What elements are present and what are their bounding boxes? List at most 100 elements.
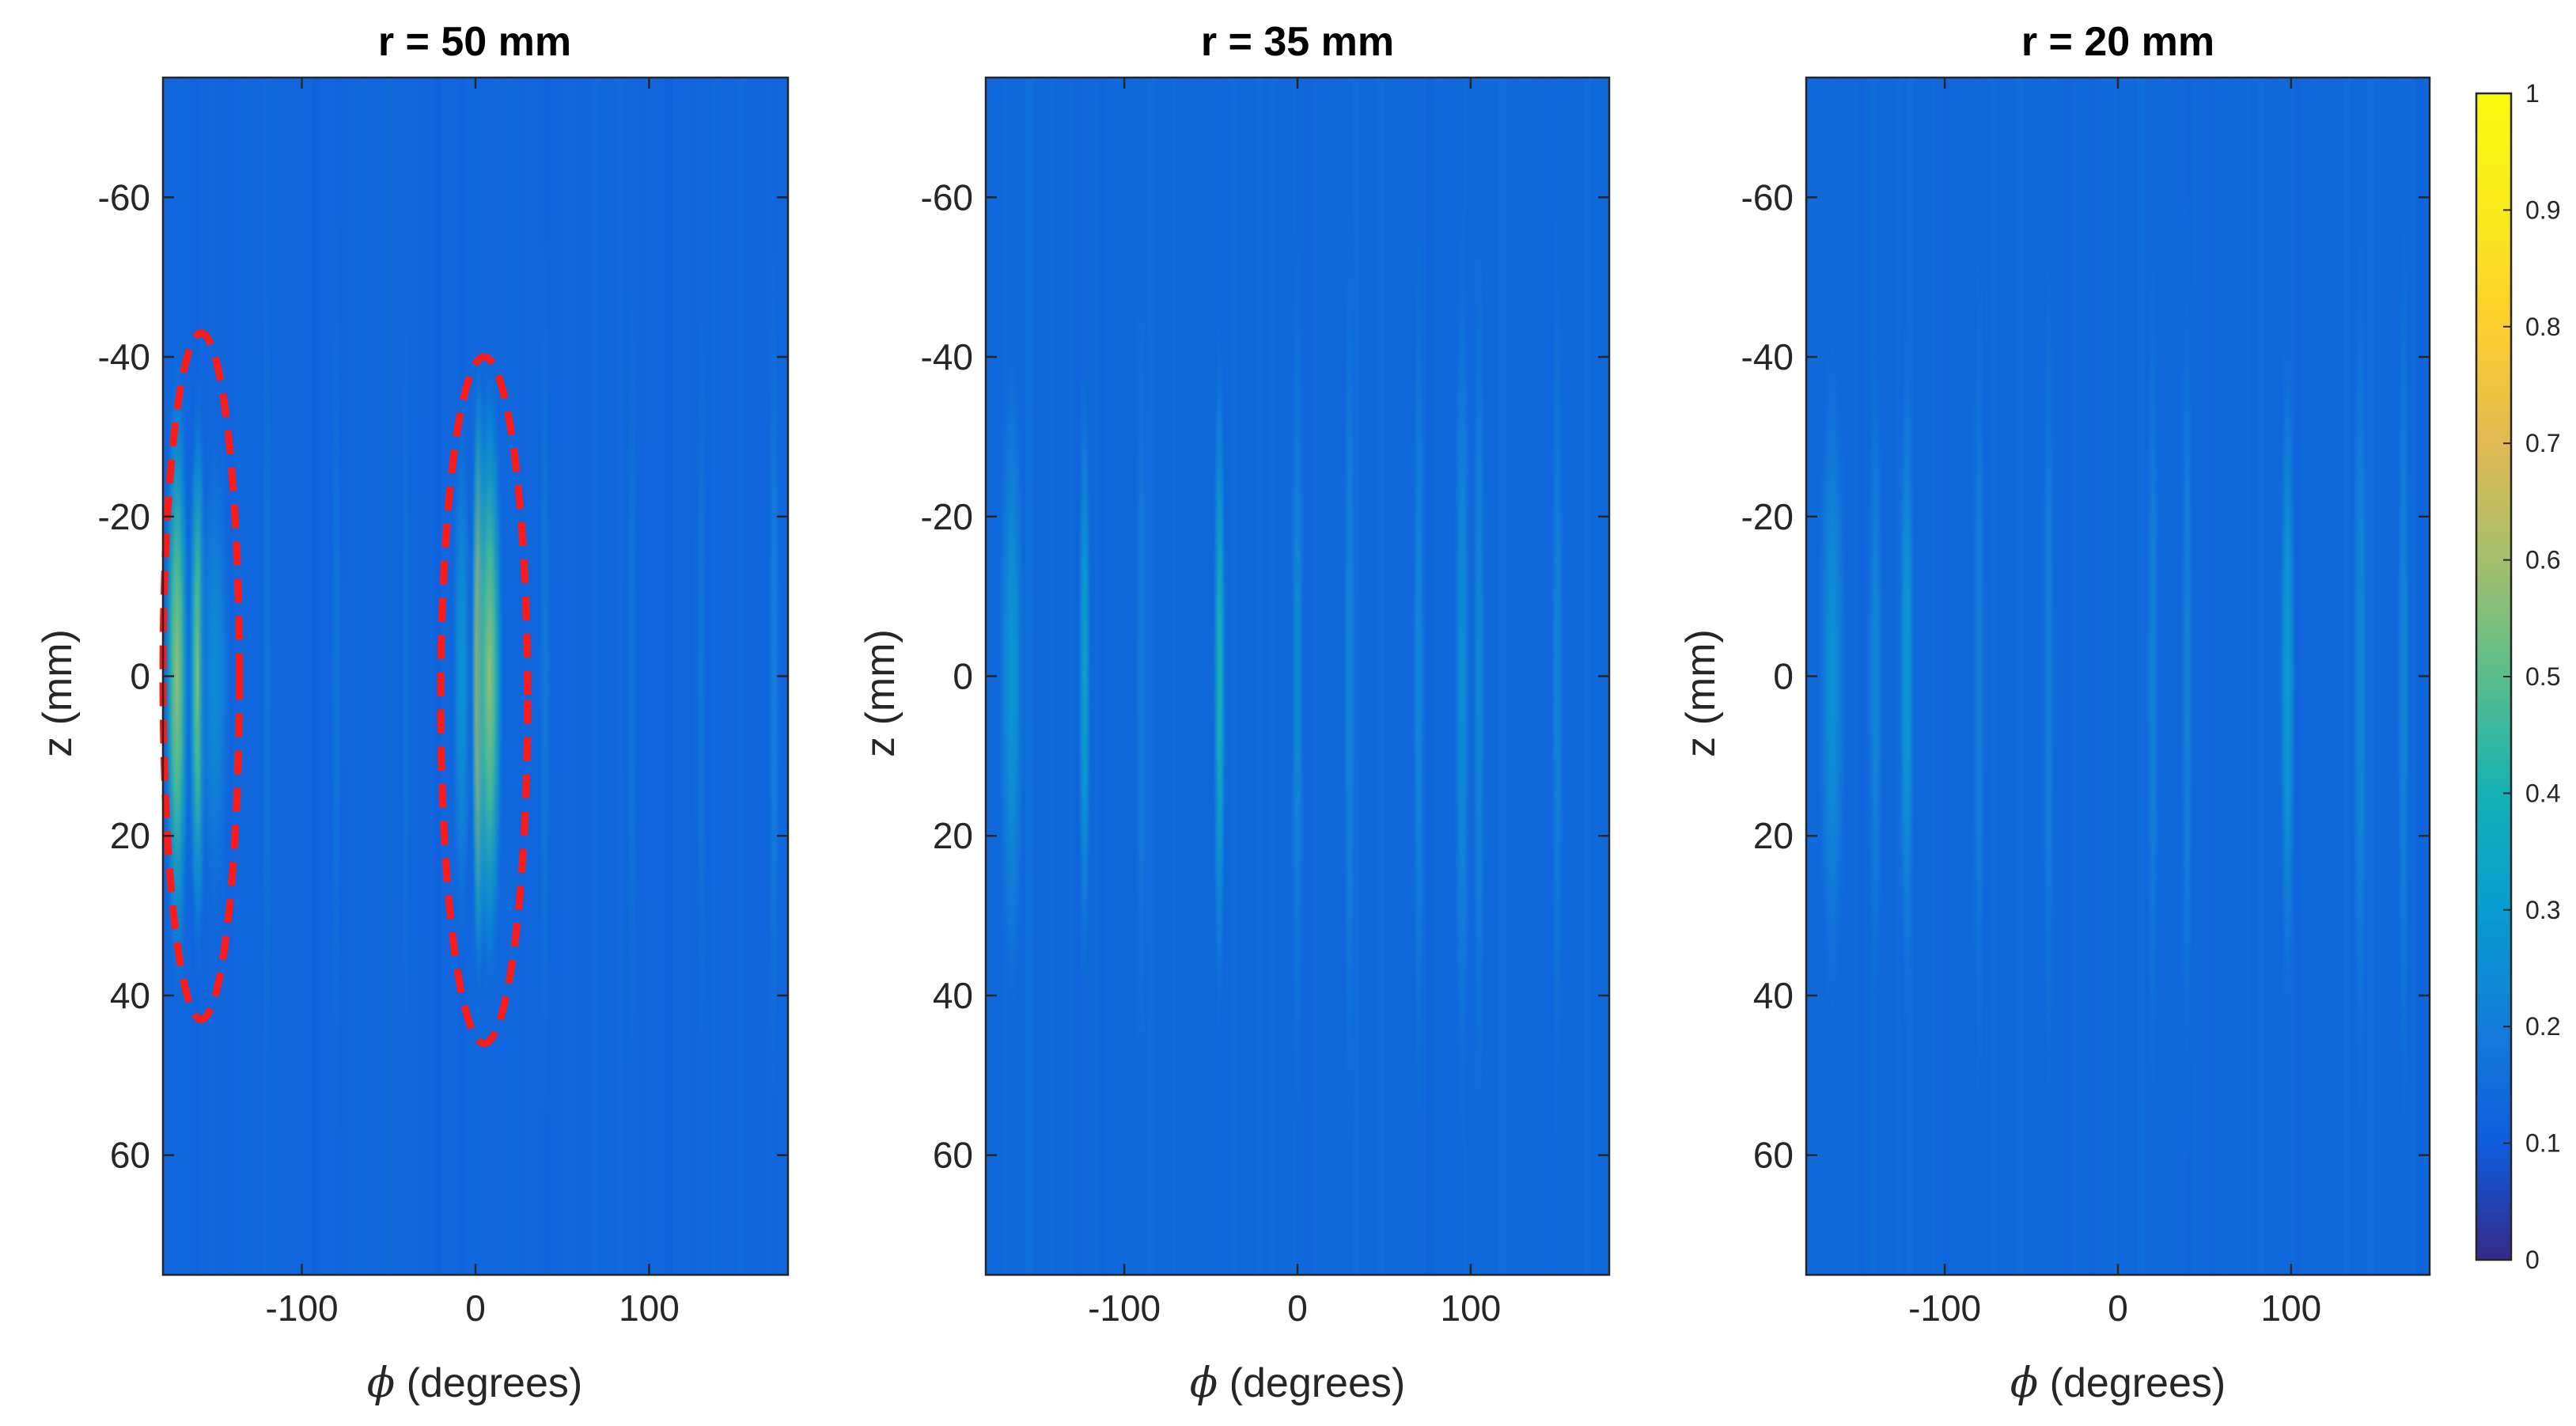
heatmap-texture-streak: [762, 78, 767, 1275]
x-axis-label: ϕ (degrees): [1190, 1360, 1405, 1407]
heatmap-texture-streak: [519, 78, 525, 1275]
heatmap-texture-streak: [1510, 78, 1516, 1275]
y-tick-label: 20: [1753, 815, 1794, 856]
heatmap-texture-streak: [445, 78, 450, 1275]
heatmap-stripe: [767, 173, 782, 1179]
colorbar: 0 0.1 0.2 0.3 0.4 0.5 0.6 0.7 0.8 0.9 1: [2475, 79, 2560, 1274]
heatmap-texture-streak: [2306, 78, 2312, 1275]
heatmap-texture-streak: [2392, 78, 2396, 1275]
heatmap-stripe: [329, 173, 344, 1179]
heatmap-texture-streak: [1426, 78, 1434, 1275]
y-tick-label: 60: [1753, 1135, 1794, 1176]
heatmap-texture-streak: [1232, 78, 1238, 1275]
heatmap-texture-streak: [676, 78, 680, 1275]
heatmap-texture-streak: [1919, 78, 1923, 1275]
heatmap-stripe: [1290, 173, 1305, 1179]
heatmap-texture-streak: [1207, 78, 1212, 1275]
y-tick-label: 60: [933, 1135, 973, 1176]
heatmap-texture-streak: [1244, 78, 1248, 1275]
heatmap-texture-streak: [300, 78, 305, 1275]
y-tick-label: -40: [921, 336, 973, 377]
heatmap-stripe: [2279, 298, 2297, 1054]
heatmap-stripe: [2396, 173, 2411, 1179]
heatmap-texture-streak: [1894, 78, 1901, 1275]
y-tick-label: -20: [98, 496, 150, 537]
heatmap-texture-streak: [397, 78, 402, 1275]
heatmap-stripe: [1550, 173, 1565, 1179]
heatmap-texture-streak: [2003, 78, 2008, 1275]
heatmap-texture-streak: [1256, 78, 1263, 1275]
y-tick-label: 40: [933, 975, 973, 1016]
heatmap-texture-streak: [1280, 78, 1285, 1275]
heatmap-area: [159, 76, 790, 1276]
heatmap-texture-streak: [1522, 78, 1527, 1275]
heatmap-stripe: [2351, 173, 2370, 1179]
heatmap-texture-streak: [2173, 78, 2179, 1275]
heatmap-texture-streak: [2197, 78, 2201, 1275]
heatmap-texture-streak: [1037, 78, 1042, 1275]
heatmap-stripe: [1212, 298, 1227, 1054]
x-axis-label-text: (degrees): [2038, 1360, 2226, 1406]
y-tick-label: 0: [953, 656, 973, 697]
heatmap-texture-streak: [1159, 78, 1164, 1275]
heatmap-texture-streak: [1146, 78, 1155, 1275]
heatmap-stripe: [1866, 298, 1885, 1054]
x-axis-label: ϕ (degrees): [367, 1360, 582, 1407]
heatmap-texture-streak: [2210, 78, 2217, 1275]
heatmap-stripe: [1816, 298, 1848, 1054]
heatmap-texture-streak: [1882, 78, 1887, 1275]
heatmap-texture-streak: [312, 78, 320, 1275]
heatmap-stripe: [998, 298, 1026, 1054]
heatmap-texture-streak: [737, 78, 745, 1275]
y-tick-label: 0: [130, 656, 150, 697]
heatmap-texture-streak: [1123, 78, 1127, 1275]
heatmap-texture-streak: [506, 78, 514, 1275]
heatmap-stripe: [1472, 173, 1487, 1179]
heatmap-texture-streak: [2258, 78, 2265, 1275]
heatmap-texture-streak: [1943, 78, 1950, 1275]
heatmap-texture-streak: [1183, 78, 1190, 1275]
heatmap-texture-streak: [1991, 78, 1998, 1275]
heatmap-texture-streak: [1486, 78, 1491, 1275]
heatmap-texture-streak: [2331, 78, 2336, 1275]
heatmap-texture-streak: [1595, 78, 1600, 1275]
heatmap-texture-streak: [1025, 78, 1034, 1275]
heatmap-texture-streak: [665, 78, 673, 1275]
heatmap-stripe: [1972, 173, 1987, 1179]
y-tick-label: -60: [1741, 176, 1794, 218]
heatmap-texture-streak: [2112, 78, 2119, 1275]
heatmap-texture-streak: [1846, 78, 1851, 1275]
heatmap-texture-streak: [373, 78, 377, 1275]
heatmap-texture-streak: [1858, 78, 1866, 1275]
heatmap-stripe: [1453, 173, 1471, 1179]
heatmap-texture-streak: [2379, 78, 2384, 1275]
heatmap-texture-streak: [555, 78, 561, 1275]
heatmap-stripe: [197, 382, 233, 970]
heatmap-texture-streak: [385, 78, 393, 1275]
heatmap-texture-streak: [1438, 78, 1441, 1275]
heatmap-texture-streak: [1571, 78, 1577, 1275]
colorbar-tick-label: 0.2: [2525, 1012, 2560, 1041]
heatmap-texture-streak: [653, 78, 657, 1275]
annotation-dashed-ellipse: [437, 353, 532, 1047]
y-axis-label: z (mm): [1678, 629, 1724, 757]
heatmap-texture-streak: [1401, 78, 1405, 1275]
colorbar-tick-label: 0.8: [2525, 313, 2560, 341]
heatmap-texture-streak: [324, 78, 328, 1275]
y-tick-label: -20: [1741, 496, 1794, 537]
heatmap-stripe: [259, 173, 275, 1179]
x-tick-label: -100: [266, 1288, 339, 1329]
colorbar-tick-label: 0.3: [2525, 896, 2560, 924]
heatmap-texture-streak: [1377, 78, 1385, 1275]
heatmap-texture-streak: [275, 78, 281, 1275]
x-axis-label-text: (degrees): [1218, 1360, 1405, 1406]
colorbar-tick-label: 0.5: [2525, 662, 2560, 691]
heatmap-stripe: [694, 173, 709, 1179]
heatmap-stripe: [624, 173, 639, 1179]
axis-ticks: -100 0 100 -60 -40 -20 0 20 40 60: [921, 78, 1609, 1329]
heatmap-texture-streak: [2016, 78, 2024, 1275]
heatmap-texture-streak: [1389, 78, 1393, 1275]
heatmap-texture-streak: [422, 78, 426, 1275]
heatmap-texture-streak: [2137, 78, 2146, 1275]
heatmap-texture-streak: [2124, 78, 2129, 1275]
